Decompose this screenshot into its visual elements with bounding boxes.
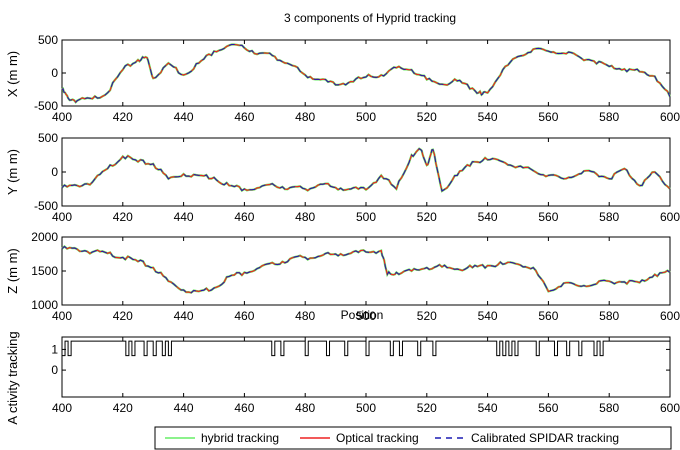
y-tick-label: 500 — [38, 131, 58, 145]
y-tick-label: 0 — [51, 165, 58, 179]
x-tick-label: 520 — [417, 309, 437, 323]
y-tick-label: 1500 — [31, 264, 58, 278]
subplot-title: Position — [341, 308, 384, 322]
x-tick-label: 520 — [417, 210, 437, 224]
spidar-line — [61, 44, 671, 103]
x-tick-label: 520 — [417, 110, 437, 124]
x-tick-label: 580 — [599, 110, 619, 124]
subplot-3: 400 420 440 460 480 500 520 540 560 580 600 1000 150… — [5, 230, 680, 323]
spidar-line — [61, 148, 671, 192]
x-tick-label: 480 — [295, 210, 315, 224]
x-tick-label: 460 — [234, 110, 254, 124]
y-axis-label: Z (m m) — [5, 248, 20, 293]
x-tick-label: 600 — [660, 401, 680, 415]
x-tick-label: 440 — [174, 210, 194, 224]
x-tick-label: 580 — [599, 309, 619, 323]
activity-line — [61, 340, 670, 357]
x-tick-label: 520 — [417, 401, 437, 415]
y-axis-label: Y (m m) — [5, 149, 20, 195]
x-tick-label: 600 — [660, 309, 680, 323]
legend-box — [154, 426, 672, 450]
x-tick-label: 480 — [295, 309, 315, 323]
x-tick-label: 560 — [538, 210, 558, 224]
x-tick-label: 460 — [234, 401, 254, 415]
x-tick-label: 480 — [295, 110, 315, 124]
x-tick-label: 560 — [538, 309, 558, 323]
x-tick-label: 500 — [356, 401, 376, 415]
x-tick-label: 580 — [599, 210, 619, 224]
y-axis-label: A ctivity tracking — [5, 331, 20, 424]
x-tick-label: 420 — [113, 210, 133, 224]
y-tick-label: 2000 — [31, 230, 58, 244]
x-tick-label: 540 — [478, 401, 498, 415]
x-tick-label: 420 — [113, 309, 133, 323]
y-tick-label: 0 — [51, 66, 58, 80]
subplot-2: 400 420 440 460 480 500 520 540 560 580 600 -500 0 50… — [5, 131, 680, 224]
x-tick-label: 580 — [599, 401, 619, 415]
x-tick-label: 400 — [52, 309, 72, 323]
spidar-line — [61, 245, 671, 294]
x-tick-label: 500 — [356, 210, 376, 224]
legend-label: Optical tracking — [336, 431, 419, 445]
x-tick-label: 460 — [234, 309, 254, 323]
x-tick-label: 400 — [52, 110, 72, 124]
y-tick-label: 1 — [51, 342, 58, 356]
x-tick-label: 500 — [356, 309, 376, 323]
x-tick-label: 560 — [538, 110, 558, 124]
x-tick-label: 540 — [478, 210, 498, 224]
subplot-4: 400 420 440 460 480 500 520 540 560 580 600 0 1 A cti… — [5, 308, 680, 425]
x-tick-label: 480 — [295, 401, 315, 415]
x-tick-label: 500 — [356, 110, 376, 124]
x-tick-label: 540 — [478, 309, 498, 323]
x-tick-label: 420 — [113, 401, 133, 415]
y-tick-label: 500 — [38, 33, 58, 47]
x-tick-label: 540 — [478, 110, 498, 124]
legend-label: Calibrated SPIDAR tracking — [471, 431, 619, 445]
y-tick-label: -500 — [34, 99, 58, 113]
x-tick-label: 400 — [52, 210, 72, 224]
figure-title: 3 components of Hyprid tracking — [284, 11, 456, 25]
x-tick-label: 560 — [538, 401, 558, 415]
x-tick-label: 440 — [174, 309, 194, 323]
y-tick-label: 0 — [51, 363, 58, 377]
x-tick-label: 420 — [113, 110, 133, 124]
x-tick-label: 440 — [174, 401, 194, 415]
x-tick-label: 600 — [660, 210, 680, 224]
x-tick-label: 400 — [52, 401, 72, 415]
y-axis-label: X (m m) — [5, 51, 20, 97]
x-tick-label: 600 — [660, 110, 680, 124]
legend-label: hybrid tracking — [201, 431, 279, 445]
y-tick-label: -500 — [34, 199, 58, 213]
x-tick-label: 440 — [174, 110, 194, 124]
x-tick-label: 460 — [234, 210, 254, 224]
subplot-1: 400 420 440 460 480 500 520 540 560 580 600 -500 0 50… — [5, 33, 680, 124]
subplots: 400 420 440 460 480 500 520 540 560 580 600 -500 0 50… — [5, 33, 680, 425]
y-tick-label: 1000 — [31, 298, 58, 312]
legend: hybrid tracking Optical tracking Calibrate… — [154, 426, 672, 450]
